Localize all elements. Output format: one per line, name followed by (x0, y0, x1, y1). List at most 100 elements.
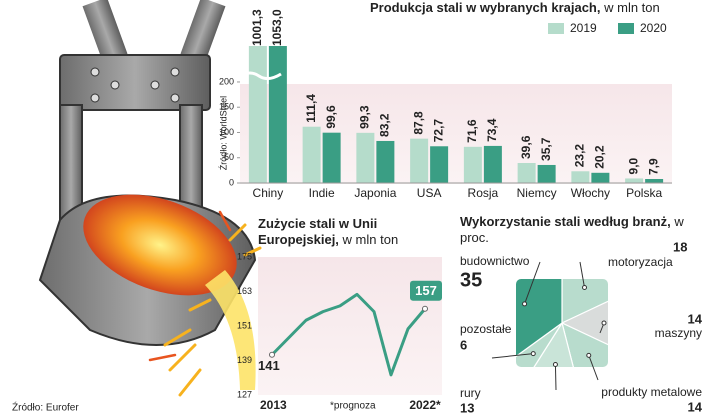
value-label: 157 (415, 283, 437, 298)
point (422, 305, 428, 312)
bar (430, 146, 449, 183)
bar (591, 172, 610, 183)
slice-value: 14 (688, 399, 703, 414)
value-label: 20,2 (593, 145, 607, 169)
value-label: 9,0 (626, 157, 640, 174)
slice-label: pozostałe (460, 322, 512, 336)
y-tick-label: 151 (237, 320, 252, 330)
value-label: 99,3 (358, 105, 372, 129)
ladle-illustration (38, 0, 292, 397)
value-label: 1053,0 (270, 9, 284, 46)
slice-value: 6 (460, 337, 467, 352)
x-tick-label: 2013 (260, 398, 287, 412)
pie-slice (560, 292, 608, 354)
value-label: 1001,3 (250, 9, 264, 46)
slice-label: rury (460, 386, 481, 400)
slice-label: produkty metalowe (601, 385, 702, 399)
x-tick-label: Rosja (468, 186, 499, 200)
leader-dot (552, 361, 558, 367)
pie-slice (561, 279, 608, 324)
bar (322, 132, 341, 183)
axis-break (240, 71, 282, 81)
leader-line (554, 364, 557, 391)
pie (516, 279, 608, 367)
y-tick-label: 163 (237, 286, 252, 296)
value-box (410, 280, 442, 301)
leader-line (588, 355, 599, 381)
leader-dot (586, 352, 592, 358)
y-tick-label: 0 (229, 177, 234, 187)
x-tick-label: Polska (626, 186, 662, 200)
x-tick-label: Indie (309, 186, 335, 200)
bar (625, 178, 644, 183)
bar (248, 46, 267, 183)
x-tick-label: Japonia (354, 186, 396, 200)
pie-slice (523, 321, 581, 367)
y-tick-label: 150 (219, 102, 234, 112)
value-label: 71,6 (465, 119, 479, 143)
bar (302, 126, 321, 183)
source: Źródło: Eurofer (12, 401, 79, 414)
slice-value: 35 (460, 269, 482, 291)
slice-label: maszyny (655, 326, 702, 340)
bar (410, 138, 429, 183)
leader-line (491, 353, 534, 359)
leader-dot (522, 301, 528, 307)
y-tick-label: 127 (237, 389, 252, 399)
slice-value: 14 (688, 311, 703, 326)
plot-background (258, 257, 442, 395)
leader-dot (530, 351, 536, 357)
value-label: 39,6 (519, 135, 533, 159)
legend-label: 2019 (570, 21, 597, 35)
y-tick-label: 139 (237, 355, 252, 365)
x-tick-label: Włochy (571, 186, 610, 200)
value-label: 141 (258, 358, 280, 373)
value-label: 23,2 (573, 144, 587, 168)
value-label: 87,8 (411, 111, 425, 135)
value-label: 35,7 (539, 137, 553, 161)
value-label: 111,4 (304, 94, 318, 123)
leader-line (524, 261, 541, 305)
value-label: 72,7 (431, 119, 445, 143)
bar (645, 179, 664, 183)
legend-swatch (618, 23, 634, 34)
bar-title: Produkcja stali w wybranych krajach, w m… (370, 0, 660, 15)
x-tick-label: USA (417, 186, 442, 200)
note: *prognoza (330, 401, 376, 412)
line-title: Zużycie stali w Unii Europejskiej, w mln… (258, 216, 399, 247)
pie-slice (516, 279, 563, 365)
x-tick-label: 2022* (409, 398, 441, 412)
bar (517, 162, 536, 183)
bars (248, 46, 664, 183)
point (269, 351, 275, 358)
pie-title: Wykorzystanie stali według branż, w proc… (460, 214, 684, 245)
slice-label: motoryzacja (608, 255, 673, 269)
x-tick-label: Chiny (253, 186, 284, 200)
leader-line (579, 261, 585, 288)
source: Źródło: WorldSteel (218, 96, 228, 170)
y-tick-label: 100 (219, 127, 234, 137)
pie-slice (561, 321, 608, 367)
y-tick-label: 175 (237, 251, 252, 261)
leader-dot (582, 285, 588, 291)
bar (463, 146, 482, 183)
bar (356, 132, 375, 183)
y-tick-label: 50 (224, 152, 234, 162)
x-tick-label: Niemcy (517, 186, 557, 200)
value-label: 99,6 (324, 105, 338, 129)
value-label: 7,9 (646, 158, 660, 175)
bar (571, 171, 590, 183)
y-tick-label: 200 (219, 76, 234, 86)
value-label: 83,2 (378, 113, 392, 137)
slice-value: 18 (673, 239, 687, 254)
line (270, 292, 427, 377)
bar (537, 164, 556, 183)
leader-dot (601, 320, 607, 326)
slice-value: 13 (460, 400, 474, 415)
legend-label: 2020 (640, 21, 667, 35)
legend-swatch (548, 23, 564, 34)
bar (376, 140, 395, 183)
bar (483, 145, 502, 183)
